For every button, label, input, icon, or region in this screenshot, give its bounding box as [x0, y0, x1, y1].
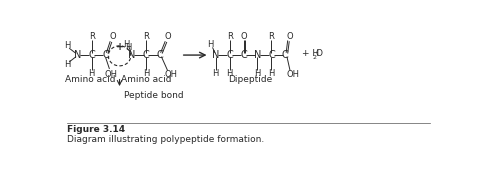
Text: C: C: [226, 50, 232, 60]
Text: + H: + H: [302, 49, 319, 58]
Text: C: C: [240, 50, 246, 60]
Text: R: R: [89, 32, 94, 41]
Text: O: O: [315, 49, 322, 58]
Text: H: H: [207, 40, 213, 49]
Text: H: H: [268, 69, 274, 78]
Text: Dipeptide: Dipeptide: [228, 75, 272, 84]
Text: R: R: [226, 32, 232, 41]
Text: Amino acid: Amino acid: [65, 75, 115, 84]
Text: Peptide bond: Peptide bond: [124, 91, 183, 100]
Text: N: N: [128, 50, 136, 60]
Text: H: H: [124, 43, 131, 52]
Text: Amino acid: Amino acid: [121, 75, 171, 84]
Text: N: N: [253, 50, 260, 60]
Text: C: C: [102, 50, 109, 60]
Text: C: C: [88, 50, 95, 60]
Text: Figure 3.14: Figure 3.14: [67, 125, 125, 134]
Text: C: C: [156, 50, 163, 60]
Text: O: O: [164, 32, 170, 41]
Text: C: C: [142, 50, 149, 60]
Text: C: C: [281, 50, 288, 60]
Text: H: H: [123, 40, 129, 49]
Text: O: O: [109, 32, 116, 41]
Text: OH: OH: [286, 70, 299, 79]
Text: R: R: [143, 32, 149, 41]
Text: H: H: [64, 41, 71, 50]
Text: R: R: [268, 32, 274, 41]
Text: H: H: [212, 69, 218, 78]
Text: N: N: [212, 50, 219, 60]
Text: H: H: [226, 69, 232, 78]
Text: C: C: [268, 50, 274, 60]
Text: O: O: [286, 32, 293, 41]
Text: +: +: [116, 42, 124, 52]
Text: 2: 2: [312, 55, 316, 60]
Text: N: N: [74, 50, 81, 60]
Text: O: O: [240, 32, 246, 41]
Text: Diagram illustrating polypeptide formation.: Diagram illustrating polypeptide formati…: [67, 135, 263, 144]
Text: H: H: [142, 69, 149, 78]
Text: H: H: [64, 60, 71, 69]
Text: H: H: [254, 69, 260, 78]
Text: H: H: [88, 69, 94, 78]
Text: OH: OH: [164, 70, 177, 79]
Text: OH: OH: [104, 70, 117, 79]
